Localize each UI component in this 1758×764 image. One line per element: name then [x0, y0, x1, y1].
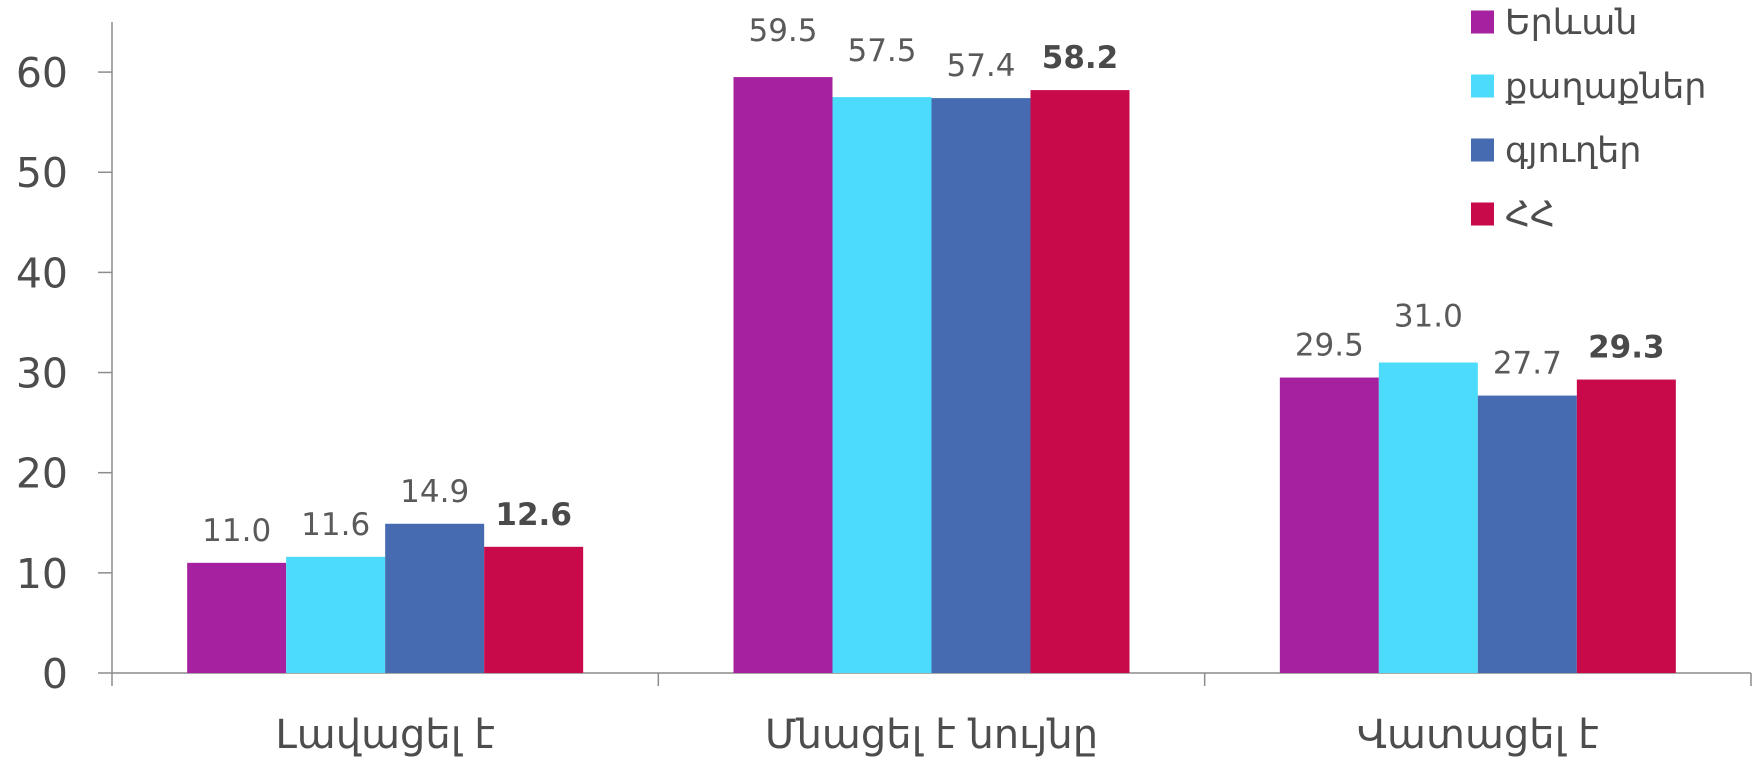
legend-label: քաղաքներ	[1505, 67, 1706, 107]
bar-series1-category2	[733, 77, 833, 674]
legend-swatch	[1471, 138, 1494, 162]
y-tick-label: 50	[16, 149, 68, 197]
x-axis: Լավացել է Մնացել է նույնը Վատացել է	[111, 672, 1752, 758]
bar-series3-category2	[931, 98, 1031, 673]
y-tick-label: 60	[16, 49, 68, 97]
data-label: 59.5	[748, 13, 817, 49]
y-tick-label: 30	[16, 350, 68, 398]
bar-series4-category2	[1030, 90, 1130, 673]
bars	[187, 77, 1676, 674]
data-label: 11.6	[301, 507, 370, 543]
legend-swatch	[1471, 202, 1494, 226]
bar-series1-category1	[187, 562, 287, 673]
legend-label: ՀՀ	[1505, 195, 1555, 235]
legend-item: Երևան	[1471, 3, 1637, 43]
bar-series2-category3	[1378, 362, 1478, 673]
data-label: 29.3	[1588, 330, 1665, 366]
y-axis: 0 10 20 30 40 50 60	[16, 22, 113, 698]
data-label: 14.9	[400, 474, 469, 510]
legend-item: ՀՀ	[1471, 195, 1555, 235]
bar-series1-category3	[1279, 377, 1379, 673]
bar-series2-category2	[832, 97, 932, 674]
y-tick-label: 10	[16, 550, 68, 598]
legend-label: գյուղեր	[1505, 131, 1641, 171]
legend-item: քաղաքներ	[1471, 67, 1706, 107]
bar-series3-category3	[1477, 395, 1577, 673]
bar-series3-category1	[385, 523, 485, 673]
data-label: 12.6	[495, 497, 572, 533]
y-tick-label: 40	[16, 249, 68, 297]
x-category-label: Վատացել է	[1357, 712, 1599, 758]
y-tick-label: 0	[42, 650, 68, 698]
data-label: 27.7	[1493, 346, 1562, 382]
y-tick-label: 20	[16, 450, 68, 498]
bar-series4-category3	[1576, 379, 1676, 673]
legend: Երևան քաղաքներ գյուղեր ՀՀ	[1471, 3, 1706, 235]
legend-item: գյուղեր	[1471, 131, 1641, 171]
bar-series2-category1	[286, 556, 386, 673]
data-label: 11.0	[202, 513, 271, 549]
data-labels: 11.0 59.5 29.5 11.6 57.5 31.0 14.9 57.4 27.7 12.6…	[202, 13, 1664, 549]
x-category-label: Լավացել է	[275, 712, 494, 758]
legend-swatch	[1471, 74, 1494, 98]
data-label: 58.2	[1042, 40, 1119, 76]
bar-series4-category1	[484, 546, 584, 673]
data-label: 57.4	[946, 48, 1015, 84]
data-label: 57.5	[847, 33, 916, 69]
legend-swatch	[1471, 10, 1494, 34]
legend-label: Երևան	[1505, 3, 1637, 43]
data-label: 31.0	[1394, 299, 1463, 335]
data-label: 29.5	[1295, 328, 1364, 364]
x-category-label: Մնացել է նույնը	[765, 712, 1098, 758]
